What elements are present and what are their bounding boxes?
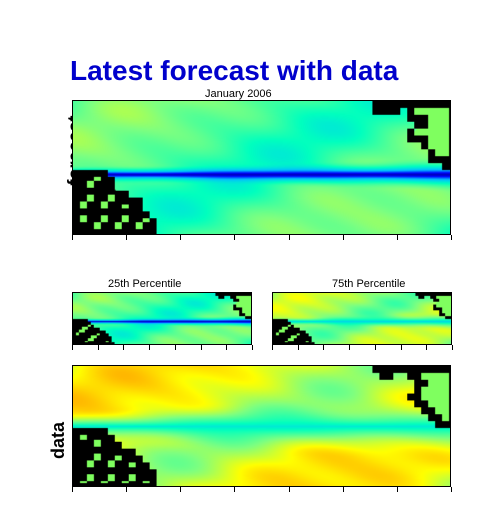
axis-tick <box>343 235 344 240</box>
heatmap-icon <box>73 366 450 486</box>
axis-tick <box>126 235 127 240</box>
axis-tick <box>426 345 427 350</box>
heatmap-icon <box>73 101 450 234</box>
axis-tick <box>451 235 452 240</box>
axis-tick <box>72 235 73 240</box>
axis-tick <box>175 345 176 350</box>
axis-tick <box>343 487 344 492</box>
axis-tick <box>375 345 376 350</box>
axis-tick <box>401 345 402 350</box>
axis-tick <box>451 487 452 492</box>
axis-tick <box>234 235 235 240</box>
axis-tick <box>397 487 398 492</box>
axis-tick <box>252 345 253 350</box>
axis-tick <box>123 345 124 350</box>
axis-tick <box>126 487 127 492</box>
p75-panel <box>272 292 452 345</box>
subtitle-25th: 25th Percentile <box>108 278 181 290</box>
axis-tick <box>298 345 299 350</box>
axis-tick <box>397 235 398 240</box>
data-panel <box>72 365 451 487</box>
subtitle-main: January 2006 <box>205 88 272 100</box>
axis-tick <box>323 345 324 350</box>
heatmap-icon <box>73 293 251 344</box>
axis-tick <box>72 487 73 492</box>
axis-tick <box>72 345 73 350</box>
ylabel-data: data <box>48 422 69 459</box>
axis-tick <box>272 345 273 350</box>
axis-tick <box>289 487 290 492</box>
forecast-panel <box>72 100 451 235</box>
axis-tick <box>452 345 453 350</box>
axis-tick <box>201 345 202 350</box>
heatmap-icon <box>273 293 451 344</box>
axis-tick <box>149 345 150 350</box>
subtitle-75th: 75th Percentile <box>332 278 405 290</box>
page-title: Latest forecast with data <box>70 55 398 87</box>
axis-tick <box>226 345 227 350</box>
axis-tick <box>180 235 181 240</box>
axis-tick <box>289 235 290 240</box>
axis-tick <box>234 487 235 492</box>
axis-tick <box>180 487 181 492</box>
axis-tick <box>98 345 99 350</box>
axis-tick <box>349 345 350 350</box>
p25-panel <box>72 292 252 345</box>
